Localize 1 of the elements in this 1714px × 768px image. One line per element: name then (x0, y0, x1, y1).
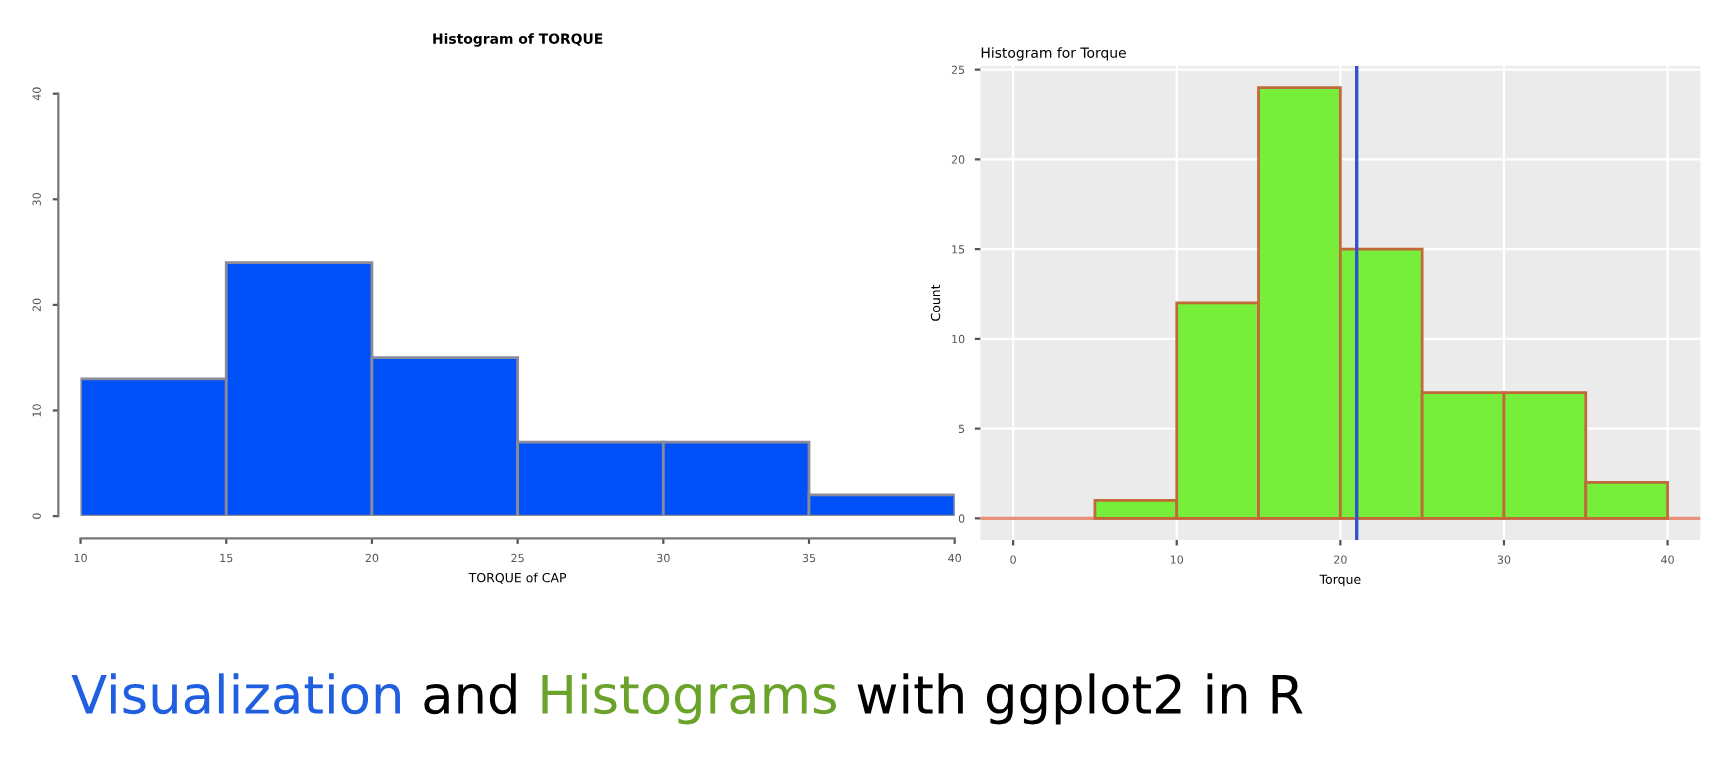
text: Visualization and Histograms with ggplot2 in R (71, 673, 1303, 725)
